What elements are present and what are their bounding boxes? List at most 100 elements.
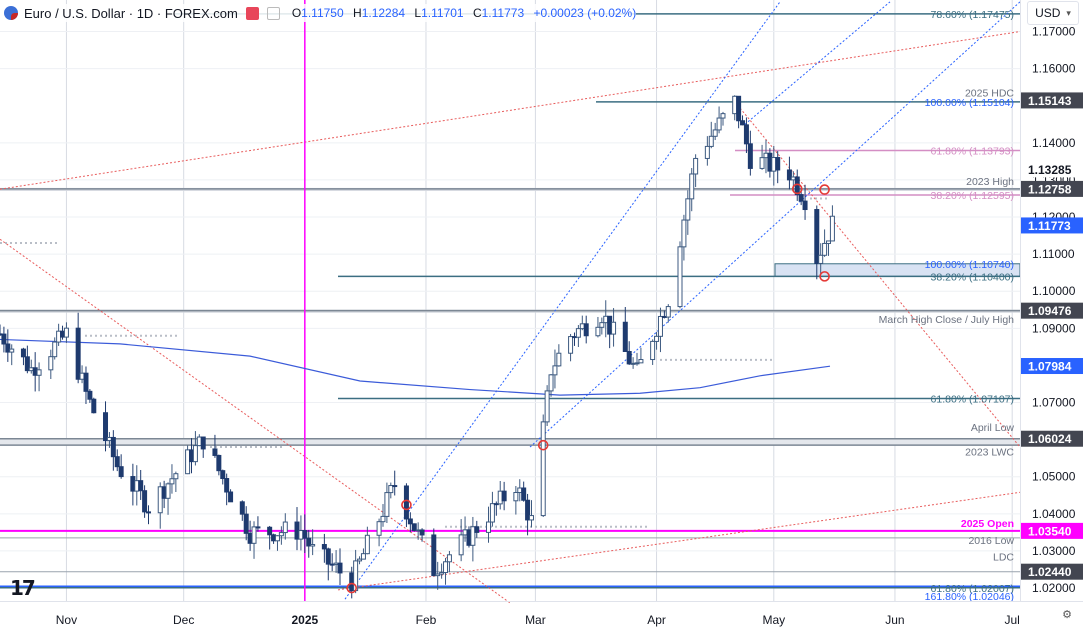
candle-body [5, 343, 11, 353]
pivot-marker [791, 183, 803, 195]
candle-body [677, 246, 683, 308]
candle-body [282, 521, 288, 534]
candle-body [188, 449, 194, 463]
markers [346, 183, 830, 594]
candle-body [517, 487, 523, 494]
candle-body [607, 315, 613, 335]
level-annotation: March High Close / July High [879, 314, 1015, 326]
candle-body [114, 456, 120, 468]
candle-body [79, 372, 85, 380]
candle-body [91, 398, 97, 414]
candle-body [486, 521, 492, 533]
candle-body [321, 544, 327, 550]
candle-body [247, 532, 253, 544]
candle-body [220, 470, 226, 480]
candle-body [36, 369, 42, 376]
candle-body [470, 526, 476, 546]
level-annotation: 2023 LWC [965, 446, 1014, 458]
timezone-icon[interactable]: ⚙ [1062, 609, 1072, 621]
price-tag [1021, 302, 1083, 319]
candle-body [9, 348, 15, 353]
price-tag-label: 1.06024 [1028, 432, 1072, 446]
pivot-marker [401, 499, 412, 511]
upper-median-line [0, 31, 1021, 190]
candle-body [790, 176, 796, 181]
candle-body [681, 219, 687, 248]
candle-body [544, 390, 550, 423]
candle-body [142, 490, 148, 513]
price-tag-label: 1.15143 [1028, 94, 1072, 108]
candle-body [271, 534, 277, 542]
candle-body [376, 521, 382, 536]
tradingview-logo-icon[interactable]: 17 [10, 576, 36, 600]
candle-body [173, 473, 179, 480]
candle-body [228, 491, 234, 503]
candle-body [146, 511, 152, 514]
candle-body [298, 530, 304, 540]
candle-body [763, 152, 769, 159]
candle-body [599, 322, 605, 328]
candle-body [736, 95, 742, 122]
price-tag-label: 1.13285 [1028, 163, 1072, 177]
candle-body [130, 476, 136, 492]
price-tag-label: 1.12758 [1028, 182, 1072, 196]
candle-body [243, 513, 249, 534]
time-axis[interactable]: Nov Dec 2025 Feb Mar Apr May Jun Jul [0, 601, 1083, 628]
price-axis[interactable]: 1.170001.160001.140001.130001.120001.110… [1020, 0, 1083, 629]
candle-body [497, 490, 503, 505]
lower-median-line [337, 491, 1021, 591]
price-tick: 1.07000 [1032, 396, 1076, 410]
indicator-dot-icon[interactable] [266, 6, 280, 20]
candle-body [802, 200, 808, 211]
candle-body [360, 553, 366, 560]
candle-body [501, 490, 507, 502]
candle-body [75, 327, 81, 380]
price-tick: 1.02000 [1032, 581, 1076, 595]
candle-body [431, 534, 437, 577]
pivot-marker [819, 271, 830, 282]
descending-trend-2 [734, 101, 1021, 448]
price-tag-label: 1.03540 [1028, 524, 1072, 538]
candle-body [575, 328, 581, 338]
candle-body [212, 448, 218, 456]
candle-body [611, 321, 617, 335]
candle-body [771, 157, 777, 172]
candle-body [525, 499, 531, 521]
candle-body [548, 374, 554, 392]
channel-lower [344, 1, 781, 600]
candle-body [411, 523, 417, 532]
candle-body [552, 365, 558, 376]
price-tag-label: 1.07984 [1028, 360, 1072, 374]
price-tick: 1.03000 [1032, 544, 1076, 558]
candle-body [224, 478, 230, 493]
candle-body [528, 515, 534, 521]
candle-body [775, 157, 781, 171]
level-annotation: 2025 HDC [965, 88, 1014, 100]
candle-body [747, 143, 753, 169]
level-annotation: 61.80% (1.13793) [931, 146, 1014, 158]
symbol-title[interactable]: Euro / U.S. Dollar · 1D · FOREX.com [24, 5, 238, 21]
candle-body [712, 129, 718, 137]
candle-body [571, 336, 577, 339]
candle-body [513, 492, 519, 502]
candle-body [392, 485, 398, 488]
candle-body [435, 573, 441, 577]
currency-selector[interactable]: USD ▾ [1027, 1, 1079, 25]
price-tag [1021, 563, 1083, 580]
candle-body [665, 306, 671, 318]
candle-body [302, 530, 308, 539]
calendar-icon[interactable] [245, 6, 259, 20]
candle-body [489, 503, 495, 523]
time-axis-label: Jul [1005, 613, 1020, 627]
price-tag [1021, 522, 1083, 539]
candle-body [415, 529, 421, 532]
candle-body [439, 572, 445, 575]
time-axis-label: 2025 [291, 613, 318, 627]
candles [0, 95, 835, 599]
level-annotation: 78.60% (1.17475) [931, 9, 1014, 21]
price-tag-label: 1.09476 [1028, 304, 1072, 318]
candle-body [767, 152, 773, 172]
candle-body [716, 117, 722, 131]
